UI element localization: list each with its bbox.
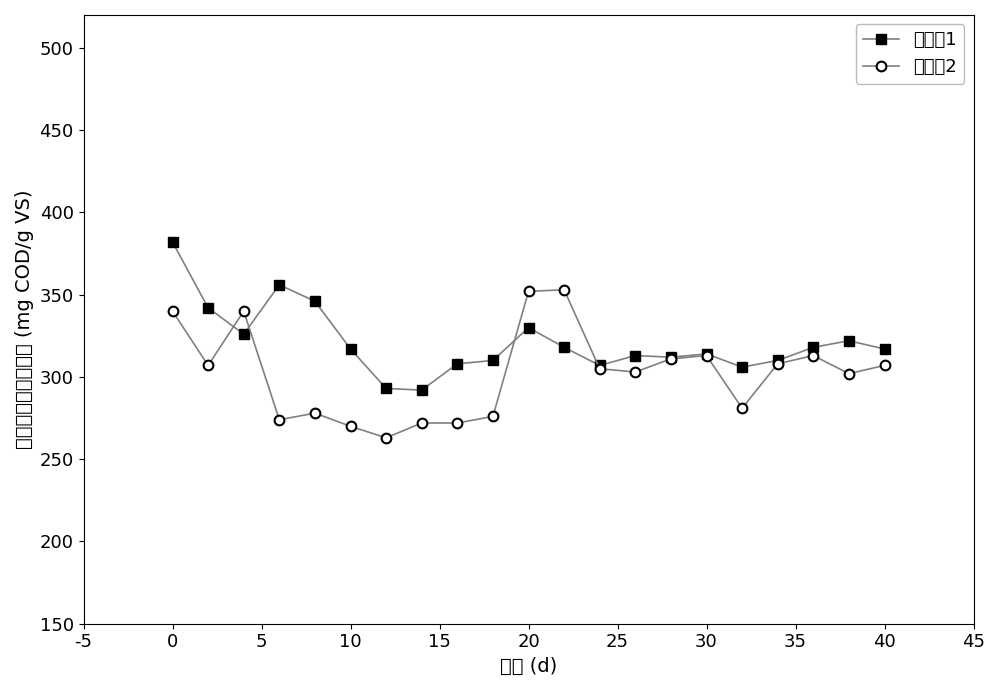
实施例2 [202,361,214,370]
Legend: 实施例1, 实施例2: 实施例1, 实施例2 [856,24,964,84]
实施例1 [451,359,463,368]
实施例1 [665,353,677,361]
实施例2 [416,419,428,427]
实施例2 [665,354,677,363]
实施例1 [843,337,855,345]
实施例1 [487,357,499,365]
实施例2 [629,368,641,376]
实施例2 [380,434,392,442]
实施例1 [879,345,891,353]
实施例2 [558,285,570,294]
实施例1 [629,352,641,360]
实施例1 [416,386,428,395]
实施例1 [772,357,784,365]
实施例1 [523,323,535,332]
X-axis label: 时间 (d): 时间 (d) [500,657,557,676]
实施例2 [309,409,321,417]
实施例1 [273,281,285,289]
实施例2 [523,287,535,296]
实施例1 [807,343,819,352]
实施例2 [736,404,748,413]
实施例1 [345,345,357,353]
Line: 实施例1: 实施例1 [168,237,889,395]
实施例2 [167,307,179,315]
实施例2 [879,361,891,370]
实施例1 [202,304,214,312]
实施例2 [807,352,819,360]
实施例2 [594,365,606,373]
实施例2 [772,359,784,368]
Y-axis label: 总挥发性脂肪酸产率 (mg COD/g VS): 总挥发性脂肪酸产率 (mg COD/g VS) [15,189,34,449]
实施例2 [451,419,463,427]
实施例1 [309,297,321,305]
实施例2 [701,352,713,360]
实施例2 [345,422,357,430]
Line: 实施例2: 实施例2 [168,285,889,443]
实施例1 [594,361,606,370]
实施例2 [487,413,499,421]
实施例1 [736,363,748,371]
实施例1 [701,350,713,358]
实施例2 [238,307,250,315]
实施例2 [843,370,855,378]
实施例1 [238,330,250,339]
实施例1 [558,343,570,352]
实施例2 [273,415,285,424]
实施例1 [380,384,392,392]
实施例1 [167,238,179,246]
